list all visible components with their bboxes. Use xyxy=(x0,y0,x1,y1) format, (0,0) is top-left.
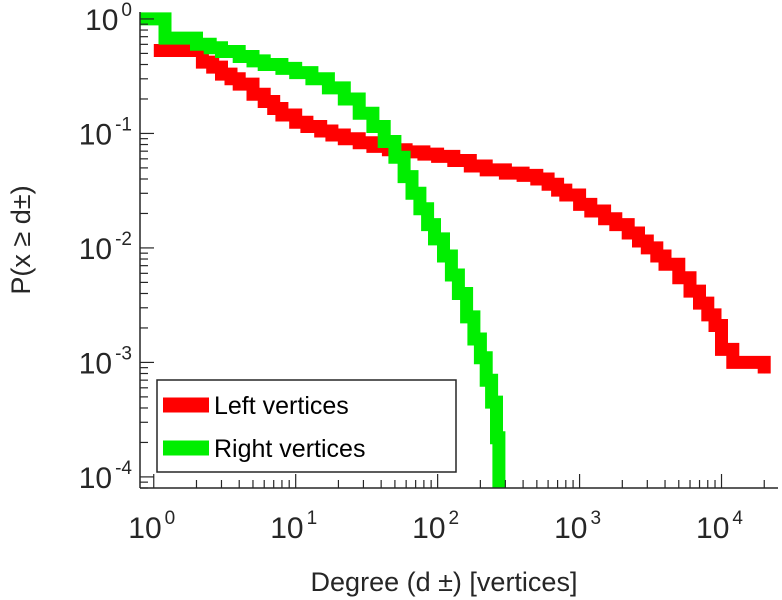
y-tick-label: 10 -3 xyxy=(79,343,132,380)
x-tick-label: 10 0 xyxy=(128,508,175,545)
x-tick-label: 10 1 xyxy=(270,508,317,545)
y-tick-label: 10 -2 xyxy=(79,229,132,266)
legend: Left vertices Right vertices xyxy=(156,379,457,473)
y-axis-label: P(x ≥ d±) xyxy=(6,185,36,294)
x-tick-label: 10 2 xyxy=(412,508,459,545)
x-tick-label: 10 4 xyxy=(696,508,743,545)
series-layer xyxy=(139,12,771,489)
y-tick-label: 10 -1 xyxy=(79,114,132,151)
legend-label-left-vertices: Left vertices xyxy=(214,392,349,420)
y-tick-label: 10 0 xyxy=(85,0,132,37)
x-tick-label: 10 3 xyxy=(554,508,601,545)
legend-label-right-vertices: Right vertices xyxy=(214,435,365,463)
series-line-left-vertices xyxy=(153,44,771,374)
legend-box xyxy=(156,379,457,473)
axes-layer: 10 0 10 1 10 2 10 3 10 4 10 0 10 -1 10 -2 10 -3 10 -4 xyxy=(79,0,778,545)
x-axis-label: Degree (d ±) [vertices] xyxy=(311,567,578,597)
y-tick-label: 10 -4 xyxy=(79,458,133,495)
